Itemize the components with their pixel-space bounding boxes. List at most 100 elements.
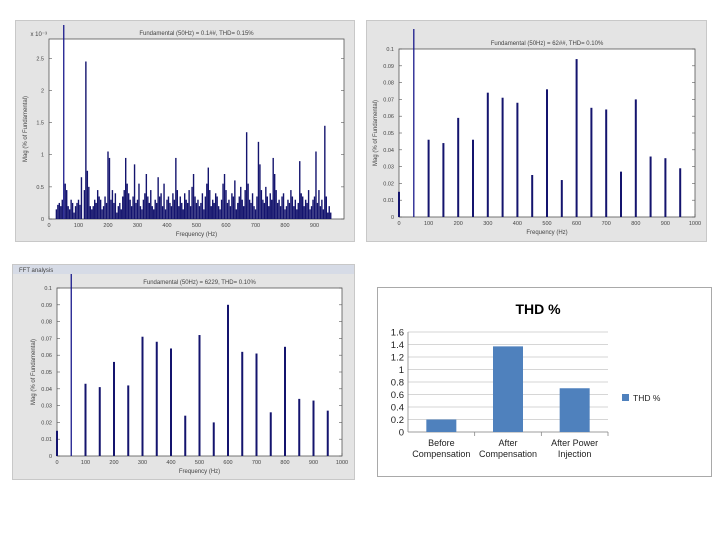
x-tick-label: 200 xyxy=(109,460,118,466)
plot-area xyxy=(48,38,345,220)
harmonic-bar xyxy=(228,199,230,219)
harmonic-bar xyxy=(157,177,159,219)
x-tick-label: 100 xyxy=(424,221,433,227)
harmonic-bar xyxy=(169,202,171,219)
harmonic-bar xyxy=(160,193,162,219)
harmonic-bar xyxy=(122,196,124,219)
harmonic-bar xyxy=(275,190,277,219)
x-tick-label: 900 xyxy=(310,223,319,229)
legend-swatch xyxy=(622,394,629,401)
y-tick-label: 0.5 xyxy=(36,185,44,191)
harmonic-bar xyxy=(299,161,301,219)
thd-bar xyxy=(559,388,590,432)
harmonic-bar xyxy=(272,157,274,219)
y-tick-label: 0.08 xyxy=(383,81,394,87)
harmonic-bar xyxy=(209,190,211,219)
harmonic-bar xyxy=(184,193,186,219)
spectrum-chart-1: Fundamental (50Hz) = 0.1##, THD= 0.15% x … xyxy=(23,25,345,238)
x-tick-label: 800 xyxy=(280,460,289,466)
harmonic-bar xyxy=(223,174,226,219)
y-tick-label: 0.09 xyxy=(383,64,394,70)
harmonic-bar xyxy=(214,193,217,219)
harmonic-bar xyxy=(119,202,121,219)
harmonic-bar xyxy=(203,209,205,219)
harmonic-bar xyxy=(153,209,155,219)
harmonic-bar xyxy=(294,199,297,219)
harmonic-bar xyxy=(309,209,311,219)
harmonic-bar xyxy=(104,196,106,219)
harmonic-bar xyxy=(88,186,90,219)
harmonic-bar xyxy=(198,206,201,219)
y-axis-label: Mag (% of Fundamental) xyxy=(373,100,379,166)
y-tick-label: 0.2 xyxy=(391,415,404,426)
harmonic-bar xyxy=(227,304,229,456)
harmonic-bar xyxy=(182,209,184,219)
chart-title: Fundamental (50Hz) = 6229, THD= 0.10% xyxy=(143,280,256,286)
harmonic-bar xyxy=(250,202,252,219)
harmonic-bar xyxy=(212,422,215,456)
harmonic-bar xyxy=(225,190,227,219)
harmonic-bar xyxy=(266,196,268,219)
harmonic-bar xyxy=(116,212,118,219)
y-tick-label: 0.04 xyxy=(383,148,394,154)
harmonic-bar xyxy=(318,190,320,219)
y-tick-label: 1.6 xyxy=(391,328,404,339)
spectrum-panel-1: Fundamental (50Hz) = 0.1##, THD= 0.15% x … xyxy=(15,20,355,242)
harmonic-bar xyxy=(163,183,165,219)
harmonic-bar xyxy=(269,193,271,219)
harmonic-bar xyxy=(531,175,534,217)
harmonic-bar xyxy=(144,193,146,219)
y-tick-label: 0.02 xyxy=(41,420,52,426)
harmonic-bar xyxy=(288,202,291,219)
spectrum-chart-3: FFT analysis Fundamental (50Hz) = 6229, T… xyxy=(13,265,354,475)
harmonic-bar xyxy=(141,336,144,456)
category-label: After xyxy=(498,438,517,448)
harmonic-bar xyxy=(229,206,232,219)
harmonic-bar xyxy=(135,202,137,219)
thd-chart-panel: THD % 0 0.2 0.4 0.6 0.8 1 1.2 1.4 1.6 Before Compen… xyxy=(377,287,712,477)
harmonic-bar xyxy=(98,196,100,219)
harmonic-bar xyxy=(222,183,224,219)
harmonic-bar xyxy=(170,206,173,219)
harmonic-bar xyxy=(265,186,267,219)
harmonic-bar xyxy=(201,193,204,219)
harmonic-bar xyxy=(253,206,255,219)
window-titlebar xyxy=(13,265,354,274)
x-tick-label: 400 xyxy=(162,223,171,229)
harmonic-bar xyxy=(94,199,96,219)
y-tick-label: 0.6 xyxy=(391,390,404,401)
x-tick-label: 900 xyxy=(661,221,670,227)
y-tick-label: 0.06 xyxy=(41,353,52,359)
harmonic-bar xyxy=(110,199,112,219)
harmonic-bar xyxy=(303,206,305,219)
harmonic-bar xyxy=(60,206,62,219)
y-tick-label: 0.09 xyxy=(41,303,52,309)
harmonic-bar xyxy=(129,199,131,219)
harmonic-bar xyxy=(226,202,229,219)
x-tick-label: 200 xyxy=(454,221,463,227)
harmonic-bar xyxy=(58,202,61,219)
harmonic-bar xyxy=(206,183,208,219)
harmonic-bar xyxy=(330,212,332,219)
category-label: After Power xyxy=(551,438,598,448)
x-tick-label: 300 xyxy=(133,223,142,229)
harmonic-bar xyxy=(307,190,310,219)
harmonic-bar xyxy=(634,99,637,217)
harmonic-bar xyxy=(68,209,71,219)
harmonic-bar xyxy=(271,199,273,219)
harmonic-bar xyxy=(145,174,148,219)
y-tick-label: 0.07 xyxy=(41,336,52,342)
window-title: FFT analysis xyxy=(19,268,53,274)
x-tick-label: 400 xyxy=(166,460,175,466)
harmonic-bar xyxy=(575,59,578,217)
harmonic-bar xyxy=(273,174,276,219)
harmonic-bar xyxy=(178,206,180,219)
y-tick-label: 1.2 xyxy=(391,353,404,364)
harmonic-bar xyxy=(319,206,322,219)
harmonic-bar xyxy=(99,199,102,219)
harmonic-bar xyxy=(113,202,115,219)
harmonic-bar xyxy=(91,209,93,219)
harmonic-bar xyxy=(231,193,233,219)
harmonic-bar xyxy=(207,167,209,219)
x-tick-label: 700 xyxy=(252,460,261,466)
